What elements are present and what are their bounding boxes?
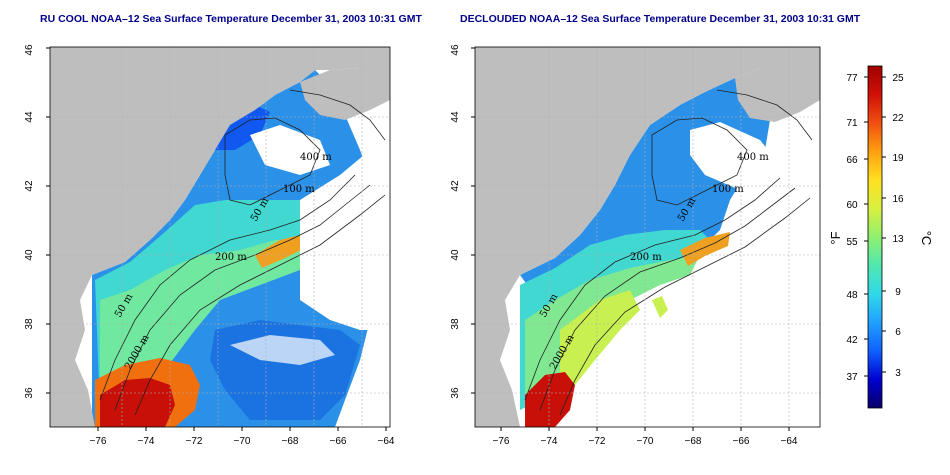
cb-c-tick: 6 [895, 327, 901, 338]
cb-f-tick: 42 [846, 335, 858, 346]
right-x-tick: −70 [637, 436, 654, 447]
right-contour-label-400: 400 m [737, 152, 769, 163]
right-x-tick: −74 [541, 436, 558, 447]
left-inner-gulf [215, 105, 270, 150]
left-land [50, 47, 390, 427]
cb-f-tick: 71 [846, 118, 858, 129]
left-x-tick: −68 [282, 436, 299, 447]
left-cloud-patch [250, 125, 330, 175]
left-y-tick: 40 [24, 249, 35, 261]
left-frame [49, 46, 391, 428]
right-y-tick: 40 [450, 249, 461, 261]
right-contour-label-100: 100 m [712, 184, 744, 195]
cb-c-tick: 25 [892, 73, 904, 84]
left-y-tick: 42 [24, 180, 35, 192]
left-noise-white [230, 335, 335, 365]
right-shelf-cyan [520, 230, 715, 410]
right-cloud-patch [690, 122, 780, 190]
right-contour-50m [524, 177, 781, 401]
right-x-tick: −66 [733, 436, 750, 447]
left-y-tick: 36 [24, 387, 35, 399]
left-contour-50m [99, 174, 356, 401]
right-contour-400m [716, 89, 813, 141]
left-map [50, 47, 390, 427]
cb-f-tick: 60 [846, 200, 858, 211]
left-x-tick: −74 [138, 436, 155, 447]
right-y-tick: 44 [450, 111, 461, 123]
colorbar-fahrenheit-ticks: 77 71 66 60 55 48 42 37 [846, 73, 868, 383]
left-y-tick: 46 [24, 44, 35, 56]
left-panel-title: RU COOL NOAA–12 Sea Surface Temperature … [40, 13, 422, 25]
left-contour-400m [289, 89, 386, 141]
right-y-tick: 46 [450, 44, 461, 56]
left-contour-200m [114, 184, 371, 411]
right-contour-2000m [559, 197, 811, 416]
right-hot-zone [525, 372, 575, 427]
right-x-tick: −72 [589, 436, 606, 447]
left-cloud-area [300, 150, 390, 330]
left-y-tick: 44 [24, 111, 35, 123]
right-contour-gulf [651, 117, 748, 206]
right-x-axis: −76 −74 −72 −70 −68 −66 −64 [493, 427, 798, 447]
colorbar: 77 71 66 60 55 48 42 37 25 22 19 16 13 9… [828, 65, 934, 409]
right-y-tick: 42 [450, 180, 461, 192]
cb-c-tick: 9 [895, 287, 901, 298]
cb-c-tick: 19 [892, 153, 904, 164]
left-y-axis: 36 38 40 42 44 46 [24, 44, 50, 399]
left-contour-label-100: 100 m [283, 184, 315, 195]
cb-f-tick: 37 [846, 372, 858, 383]
right-yellow-patch [652, 296, 668, 318]
right-orange-streak [680, 232, 730, 266]
left-y-tick: 38 [24, 318, 35, 330]
left-landmass-nova-scotia [300, 60, 390, 120]
right-contour-label-200: 200 m [630, 252, 662, 263]
right-yellow-band [560, 290, 640, 385]
cb-c-tick: 16 [892, 194, 904, 205]
left-x-tick: −72 [186, 436, 203, 447]
colorbar-celsius-ticks: 25 22 19 16 13 9 6 3 [882, 73, 904, 379]
left-contour-label-400: 400 m [300, 152, 332, 163]
right-x-tick: −76 [493, 436, 510, 447]
left-x-tick: −66 [330, 436, 347, 447]
left-x-tick: −70 [234, 436, 251, 447]
left-x-tick: −76 [90, 436, 107, 447]
left-contour-label-200: 200 m [215, 252, 247, 263]
cb-f-tick: 77 [846, 73, 858, 84]
right-y-tick: 38 [450, 318, 461, 330]
left-grid [50, 47, 390, 427]
right-x-tick: −64 [781, 436, 798, 447]
cb-c-tick: 22 [892, 113, 904, 124]
cb-c-tick: 3 [895, 368, 901, 379]
left-orange-streak [255, 235, 305, 268]
right-x-tick: −68 [685, 436, 702, 447]
right-y-tick: 36 [450, 387, 461, 399]
left-hot-zone [100, 378, 175, 427]
cb-c-tick: 13 [892, 234, 904, 245]
colorbar-celsius-label: °C [919, 231, 934, 246]
cb-f-tick: 66 [846, 155, 858, 166]
right-panel-title: DECLOUDED NOAA–12 Sea Surface Temperatur… [460, 13, 861, 25]
right-land [475, 47, 820, 427]
cb-f-tick: 55 [846, 237, 858, 248]
colorbar-fahrenheit-label: °F [828, 231, 843, 244]
colorbar-scale [867, 65, 883, 409]
left-contour-2000m [134, 194, 386, 416]
right-frame [474, 46, 821, 428]
right-contour-200m [539, 187, 796, 411]
left-x-axis: −76 −74 −72 −70 −68 −66 −64 [90, 427, 395, 447]
right-y-axis: 36 38 40 42 44 46 [450, 44, 475, 399]
left-contour-gulf [224, 117, 321, 206]
left-x-tick: −64 [378, 436, 395, 447]
right-landmass-nova-scotia [735, 60, 820, 122]
cb-f-tick: 48 [846, 290, 858, 301]
right-grid [475, 47, 820, 427]
right-map [475, 47, 820, 427]
